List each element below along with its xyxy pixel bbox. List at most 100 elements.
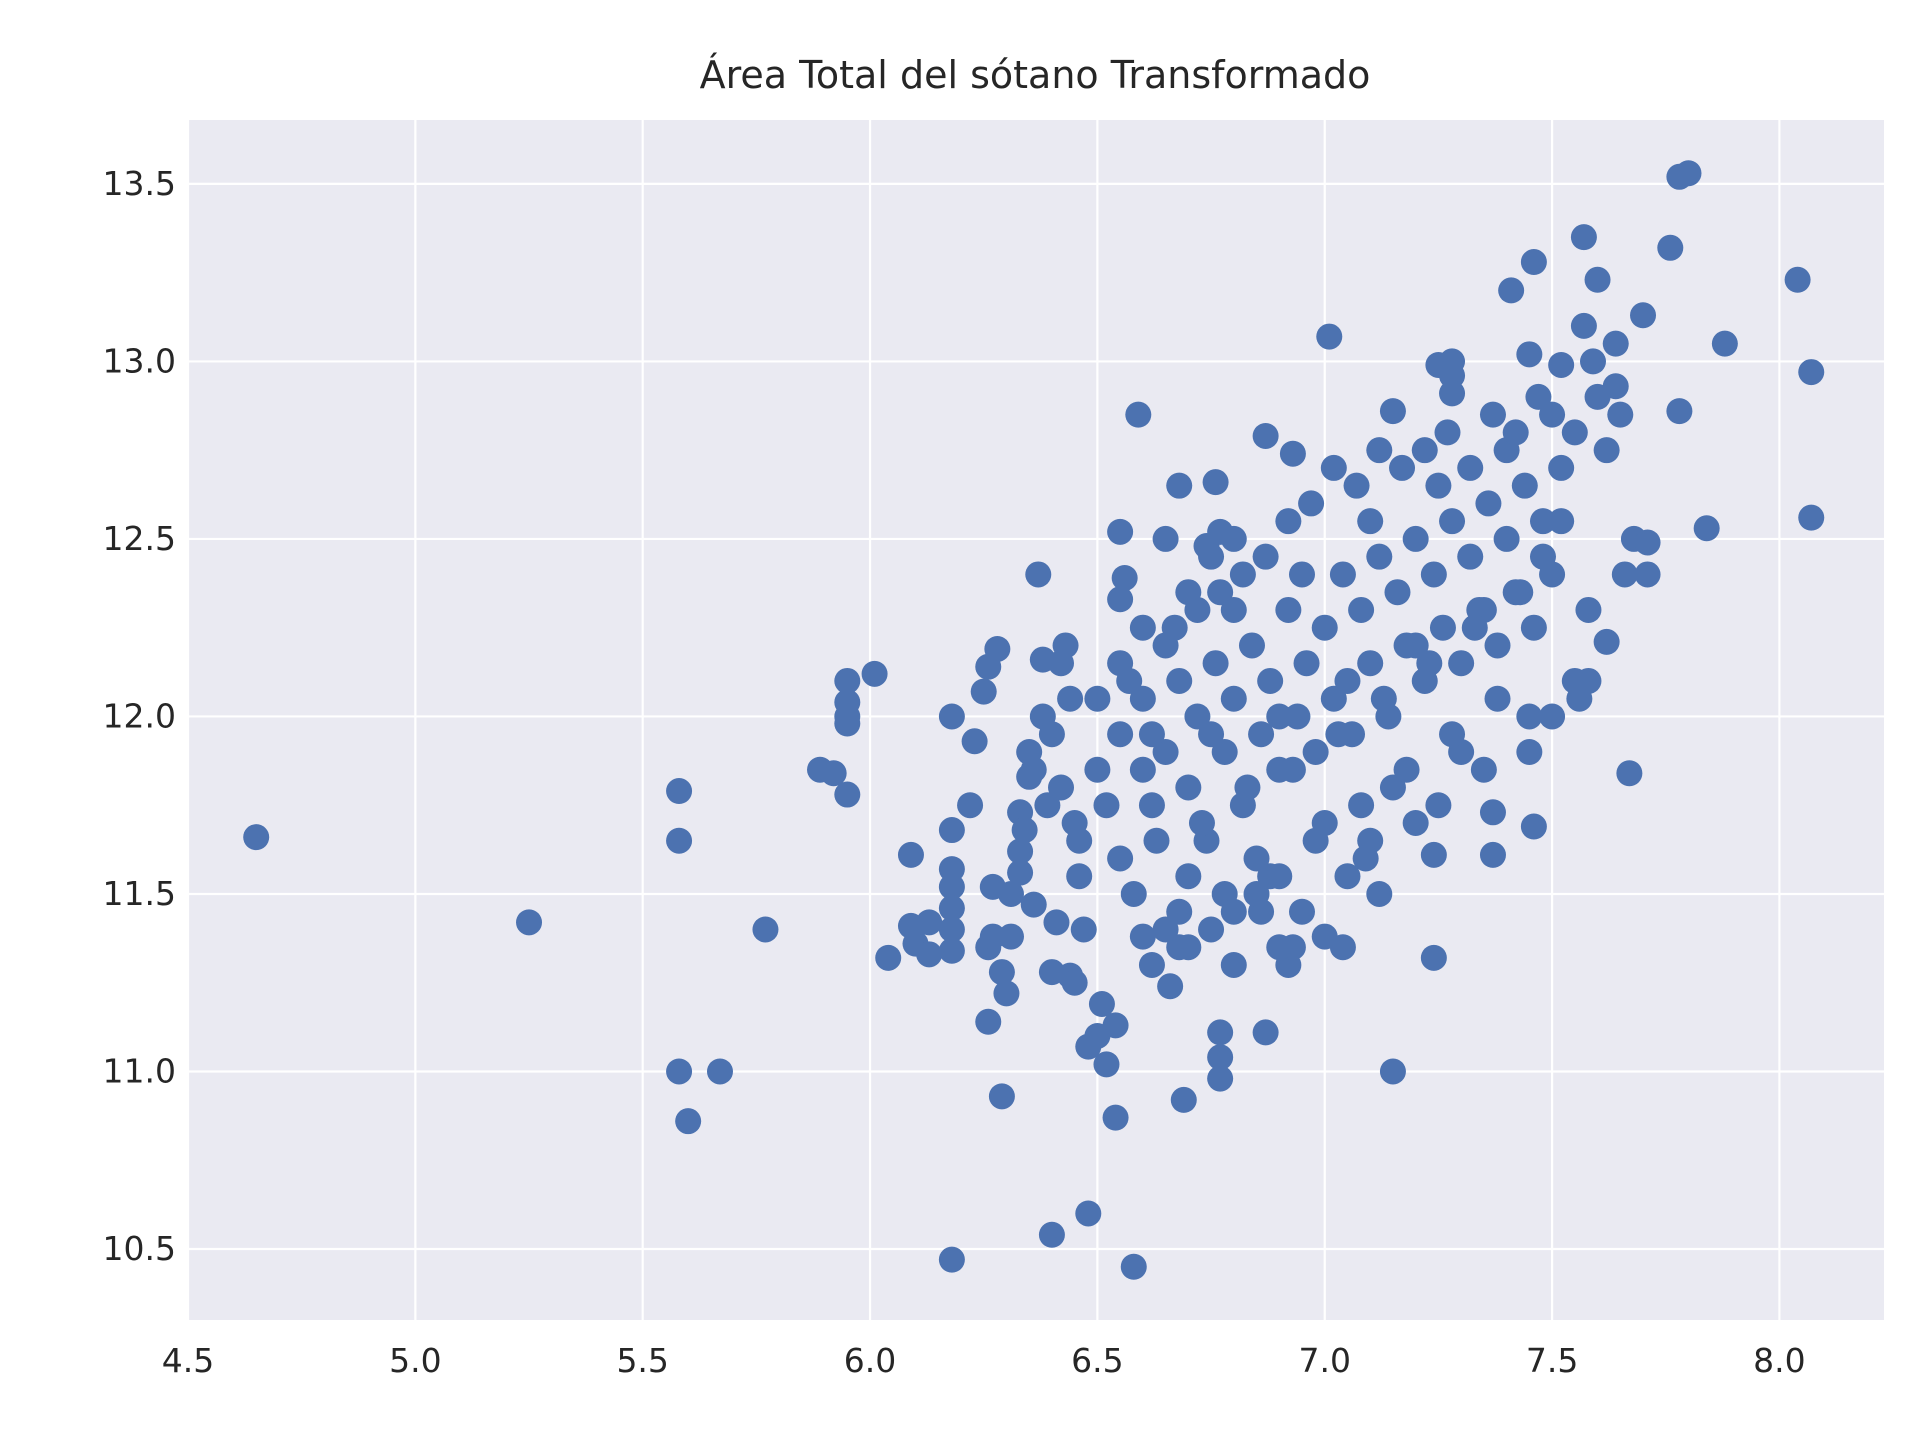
data-point — [1057, 685, 1084, 712]
data-point — [1425, 472, 1452, 499]
data-point — [897, 841, 924, 868]
data-point — [1479, 841, 1506, 868]
data-point — [1288, 898, 1315, 925]
y-axis-ticks: 10.5 11.0 11.5 12.0 12.5 13.0 13.5 — [103, 164, 176, 1268]
data-point — [1198, 916, 1225, 943]
data-point — [1539, 703, 1566, 730]
data-point — [1084, 685, 1111, 712]
data-point — [1275, 508, 1302, 535]
data-point — [1107, 650, 1134, 677]
y-tick-label: 11.5 — [103, 874, 176, 913]
data-point — [1020, 756, 1047, 783]
data-point — [675, 1108, 702, 1135]
data-point — [1516, 703, 1543, 730]
y-tick-label: 11.0 — [103, 1051, 176, 1090]
data-point — [1120, 880, 1147, 907]
data-point — [1043, 909, 1070, 936]
data-point — [975, 1008, 1002, 1035]
data-point — [1675, 160, 1702, 187]
data-point — [1434, 419, 1461, 446]
data-point — [1138, 951, 1165, 978]
data-point — [1366, 437, 1393, 464]
data-point — [1493, 525, 1520, 552]
data-point — [1252, 543, 1279, 570]
data-point — [1402, 632, 1429, 659]
data-point — [1161, 614, 1188, 641]
data-point — [916, 909, 943, 936]
data-point — [1393, 756, 1420, 783]
data-point — [1066, 863, 1093, 890]
data-point — [1220, 951, 1247, 978]
data-point — [1561, 419, 1588, 446]
data-point — [988, 1083, 1015, 1110]
data-point — [1579, 348, 1606, 375]
data-point — [1107, 845, 1134, 872]
data-point — [1320, 685, 1347, 712]
data-point — [1784, 266, 1811, 293]
data-point — [970, 678, 997, 705]
data-point — [1234, 774, 1261, 801]
data-point — [1093, 792, 1120, 819]
data-point — [1520, 614, 1547, 641]
data-point — [1507, 579, 1534, 606]
data-point — [1329, 934, 1356, 961]
data-point — [1284, 703, 1311, 730]
data-point — [1402, 525, 1429, 552]
data-point — [1470, 756, 1497, 783]
data-point — [1288, 561, 1315, 588]
data-point — [1025, 561, 1052, 588]
data-point — [979, 923, 1006, 950]
data-point — [1457, 454, 1484, 481]
data-point — [1357, 827, 1384, 854]
data-point — [1420, 841, 1447, 868]
data-point — [1202, 650, 1229, 677]
data-point — [1561, 667, 1588, 694]
data-point — [1634, 561, 1661, 588]
data-point — [1175, 934, 1202, 961]
chart-title: Área Total del sótano Transformado — [700, 53, 1371, 97]
data-point — [1166, 472, 1193, 499]
data-point — [916, 941, 943, 968]
data-point — [1575, 596, 1602, 623]
data-point — [1207, 1044, 1234, 1071]
data-point — [1607, 401, 1634, 428]
data-point — [938, 817, 965, 844]
data-point — [1275, 596, 1302, 623]
data-point — [1129, 756, 1156, 783]
data-point — [820, 760, 847, 787]
data-point — [1129, 614, 1156, 641]
data-point — [1334, 667, 1361, 694]
data-point — [1439, 380, 1466, 407]
data-point — [1511, 472, 1538, 499]
data-point — [243, 824, 270, 851]
y-tick-label: 10.5 — [103, 1229, 176, 1268]
data-point — [1252, 1019, 1279, 1046]
data-point — [1011, 817, 1038, 844]
data-point — [1548, 351, 1575, 378]
data-point — [1357, 508, 1384, 535]
data-point — [1630, 302, 1657, 329]
data-point — [1129, 923, 1156, 950]
data-point — [861, 660, 888, 687]
data-point — [1357, 650, 1384, 677]
data-point — [984, 635, 1011, 662]
x-tick-label: 6.0 — [844, 1341, 896, 1380]
data-point — [1602, 330, 1629, 357]
data-point — [1293, 650, 1320, 677]
data-point — [1334, 863, 1361, 890]
data-point — [1420, 944, 1447, 971]
data-point — [1107, 518, 1134, 545]
data-point — [997, 880, 1024, 907]
data-point — [1207, 579, 1234, 606]
data-point — [1498, 277, 1525, 304]
data-point — [1125, 401, 1152, 428]
data-point — [1379, 774, 1406, 801]
data-point — [1416, 650, 1443, 677]
data-point — [1157, 973, 1184, 1000]
data-point — [1348, 596, 1375, 623]
data-point — [1593, 437, 1620, 464]
data-point — [666, 1058, 693, 1085]
y-tick-label: 13.5 — [103, 164, 176, 203]
data-point — [1152, 738, 1179, 765]
data-point — [1143, 827, 1170, 854]
